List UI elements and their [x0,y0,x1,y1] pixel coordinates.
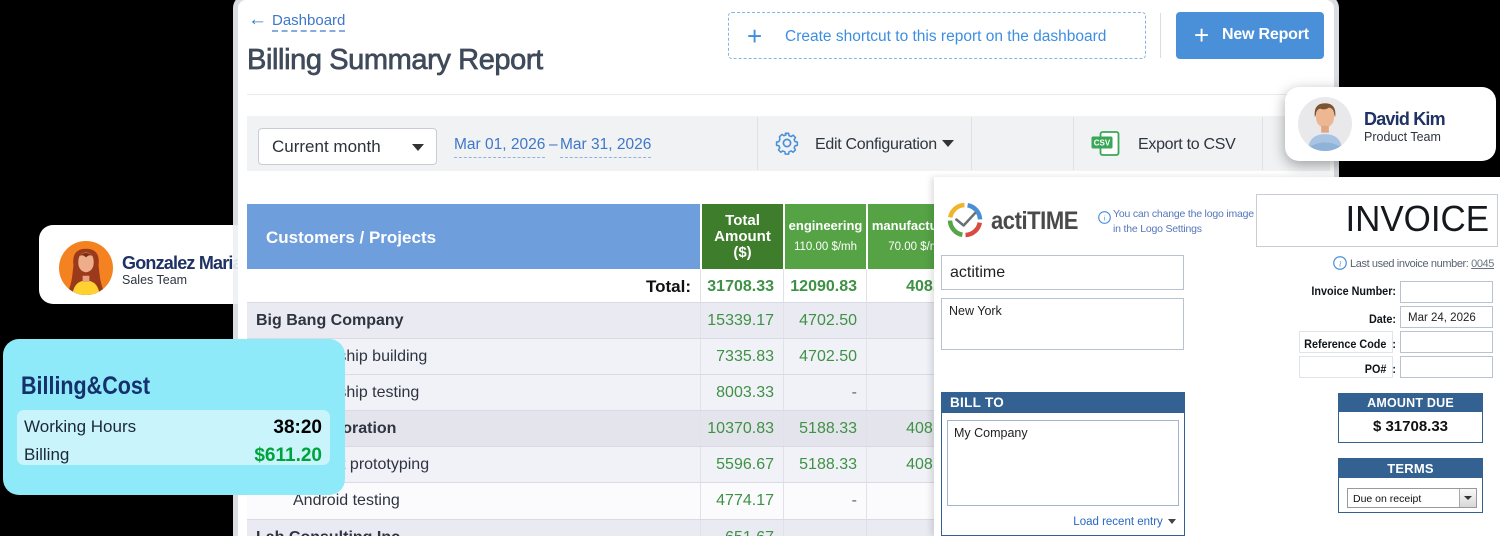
svg-text:i: i [1339,259,1342,268]
svg-text:CSV: CSV [1094,139,1111,148]
svg-text:i: i [1103,214,1105,223]
